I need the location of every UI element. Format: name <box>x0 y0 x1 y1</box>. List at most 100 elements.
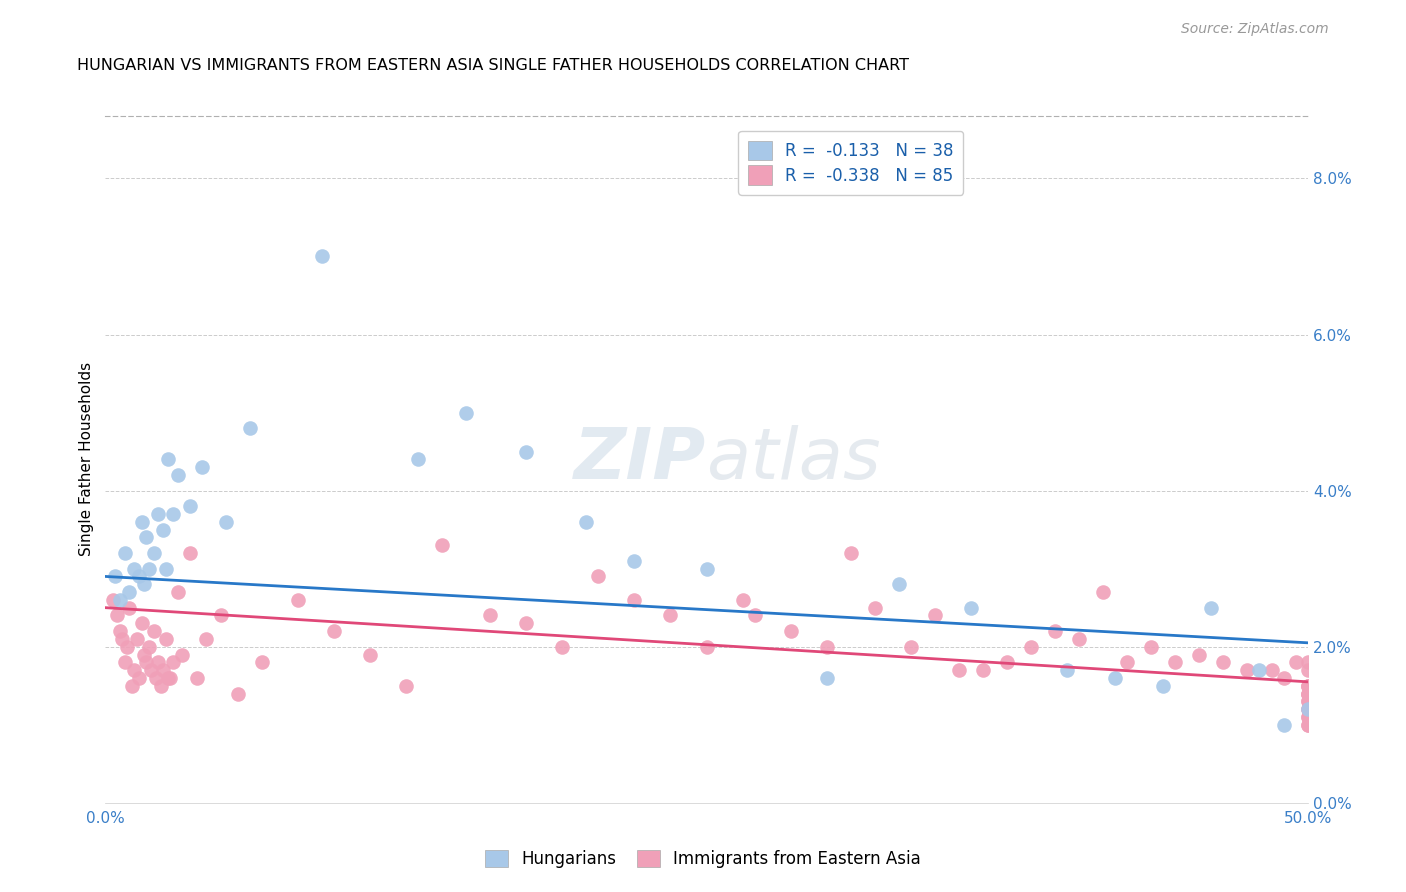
Point <box>995 655 1018 669</box>
Point <box>115 640 138 654</box>
Point <box>1272 717 1295 731</box>
Point <box>139 663 162 677</box>
Point <box>128 569 150 583</box>
Point <box>111 632 134 646</box>
Point <box>155 562 177 576</box>
Point <box>135 531 157 545</box>
Point <box>1296 702 1319 716</box>
Point <box>172 648 194 662</box>
Point <box>138 562 160 576</box>
Point <box>159 671 181 685</box>
Point <box>744 608 766 623</box>
Point <box>1296 710 1319 724</box>
Point <box>972 663 994 677</box>
Point <box>948 663 970 677</box>
Point <box>162 655 184 669</box>
Point <box>226 687 249 701</box>
Point <box>142 546 165 560</box>
Point <box>515 616 537 631</box>
Legend: R =  -0.133   N = 38, R =  -0.338   N = 85: R = -0.133 N = 38, R = -0.338 N = 85 <box>738 131 963 194</box>
Point <box>900 640 922 654</box>
Point <box>107 608 129 623</box>
Text: atlas: atlas <box>707 425 882 494</box>
Point <box>1104 671 1126 685</box>
Point <box>124 663 146 677</box>
Point <box>815 640 838 654</box>
Point <box>125 632 148 646</box>
Point <box>152 523 174 537</box>
Text: HUNGARIAN VS IMMIGRANTS FROM EASTERN ASIA SINGLE FATHER HOUSEHOLDS CORRELATION C: HUNGARIAN VS IMMIGRANTS FROM EASTERN ASI… <box>77 58 910 73</box>
Point <box>1043 624 1066 639</box>
Point <box>575 515 598 529</box>
Point <box>148 655 170 669</box>
Point <box>131 616 153 631</box>
Point <box>924 608 946 623</box>
Y-axis label: Single Father Households: Single Father Households <box>79 362 94 557</box>
Point <box>132 577 155 591</box>
Point <box>287 593 309 607</box>
Point <box>1188 648 1211 662</box>
Point <box>179 546 201 560</box>
Point <box>479 608 502 623</box>
Point <box>250 655 273 669</box>
Point <box>108 624 131 639</box>
Point <box>118 585 141 599</box>
Point <box>114 546 136 560</box>
Point <box>186 671 208 685</box>
Point <box>1296 663 1319 677</box>
Point <box>145 671 167 685</box>
Point <box>124 562 146 576</box>
Point <box>1272 671 1295 685</box>
Point <box>239 421 262 435</box>
Point <box>101 593 124 607</box>
Point <box>142 624 165 639</box>
Text: ZIP: ZIP <box>574 425 707 494</box>
Point <box>166 468 188 483</box>
Point <box>1296 702 1319 716</box>
Point <box>1260 663 1282 677</box>
Point <box>731 593 754 607</box>
Point <box>1296 717 1319 731</box>
Point <box>148 507 170 521</box>
Point <box>1164 655 1187 669</box>
Point <box>1056 663 1078 677</box>
Point <box>311 250 333 264</box>
Text: Source: ZipAtlas.com: Source: ZipAtlas.com <box>1181 22 1329 37</box>
Point <box>1296 655 1319 669</box>
Point <box>138 640 160 654</box>
Point <box>156 452 179 467</box>
Point <box>152 663 174 677</box>
Point <box>1019 640 1042 654</box>
Point <box>179 500 201 514</box>
Point <box>1296 687 1319 701</box>
Point <box>1296 717 1319 731</box>
Point <box>1296 694 1319 708</box>
Point <box>214 515 236 529</box>
Point <box>1296 687 1319 701</box>
Point <box>887 577 910 591</box>
Point <box>515 444 537 458</box>
Point <box>815 671 838 685</box>
Point <box>779 624 801 639</box>
Point <box>359 648 381 662</box>
Point <box>659 608 682 623</box>
Point <box>114 655 136 669</box>
Point <box>156 671 179 685</box>
Point <box>149 679 172 693</box>
Point <box>1296 679 1319 693</box>
Point <box>696 562 718 576</box>
Point <box>395 679 418 693</box>
Point <box>135 655 157 669</box>
Point <box>1116 655 1139 669</box>
Point <box>166 585 188 599</box>
Point <box>322 624 344 639</box>
Point <box>1140 640 1163 654</box>
Point <box>132 648 155 662</box>
Point <box>118 600 141 615</box>
Point <box>454 406 477 420</box>
Point <box>195 632 218 646</box>
Point <box>696 640 718 654</box>
Point <box>209 608 232 623</box>
Point <box>1296 679 1319 693</box>
Legend: Hungarians, Immigrants from Eastern Asia: Hungarians, Immigrants from Eastern Asia <box>478 843 928 875</box>
